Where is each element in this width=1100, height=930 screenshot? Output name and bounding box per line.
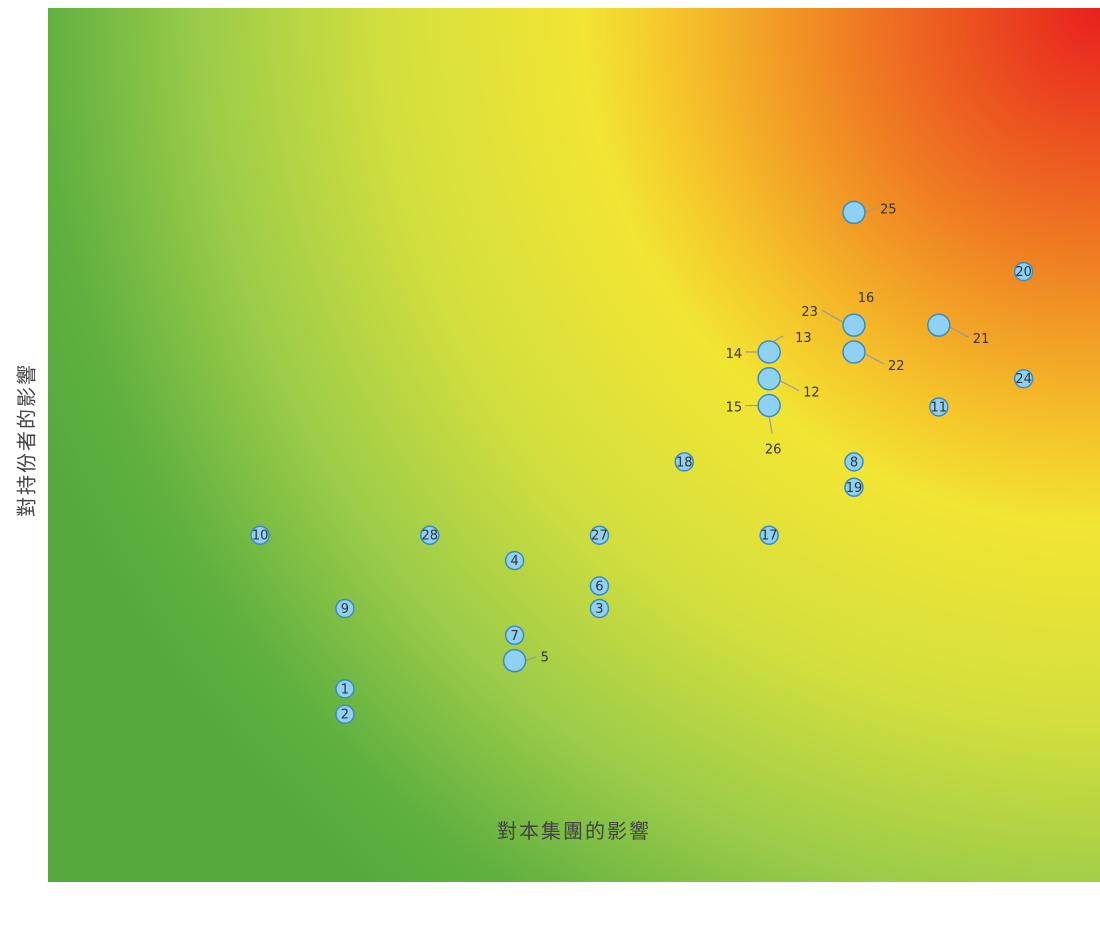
- point-label-19: 19: [846, 481, 863, 496]
- marker-4[interactable]: [504, 550, 525, 571]
- marker-2[interactable]: [335, 704, 355, 724]
- marker-10[interactable]: [250, 525, 270, 545]
- point-label-17: 17: [761, 529, 778, 544]
- point-label-4: 4: [510, 554, 518, 569]
- leader-23: [821, 309, 844, 323]
- point-label-6: 6: [595, 579, 603, 594]
- marker-25[interactable]: [842, 200, 866, 225]
- y-axis-label: 對持份者的影響: [14, 363, 39, 517]
- point-label-21: 21: [973, 332, 990, 347]
- leader-25: [864, 207, 877, 213]
- point-label-10: 10: [252, 529, 269, 544]
- point-label-2: 2: [341, 708, 349, 723]
- point-label-16: 16: [858, 291, 875, 306]
- point-label-20: 20: [1015, 265, 1032, 280]
- point-label-3: 3: [595, 602, 603, 617]
- point-label-1: 1: [341, 682, 349, 697]
- marker-9[interactable]: [335, 598, 355, 619]
- marker-3[interactable]: [589, 598, 610, 619]
- point-label-22: 22: [888, 359, 905, 374]
- marker-24[interactable]: [1013, 368, 1034, 389]
- point-label-7: 7: [510, 629, 518, 644]
- leader-21: [949, 326, 970, 338]
- leader-12: [779, 380, 800, 392]
- leader-5: [525, 656, 537, 662]
- leader-26: [768, 416, 773, 434]
- point-label-23: 23: [801, 305, 818, 320]
- point-label-26: 26: [765, 443, 782, 458]
- point-label-18: 18: [676, 455, 693, 470]
- marker-27[interactable]: [589, 525, 610, 545]
- leader-13: [773, 335, 784, 342]
- marker-1[interactable]: [335, 679, 355, 699]
- marker-5[interactable]: [502, 648, 527, 673]
- markers: [250, 200, 1034, 724]
- point-labels: 1234567891011121314151617181920212223242…: [252, 202, 1032, 722]
- marker-16[interactable]: [842, 313, 866, 337]
- marker-20[interactable]: [1013, 261, 1034, 282]
- marker-12[interactable]: [757, 366, 781, 391]
- marker-8[interactable]: [844, 452, 864, 472]
- point-label-28: 28: [422, 529, 439, 544]
- marker-17[interactable]: [759, 525, 779, 545]
- x-axis-label: 對本集團的影響: [497, 819, 651, 843]
- point-label-27: 27: [591, 529, 608, 544]
- leader-22: [864, 353, 885, 365]
- marker-15[interactable]: [757, 393, 781, 418]
- point-label-5: 5: [541, 651, 549, 666]
- marker-28[interactable]: [420, 525, 440, 545]
- point-label-25: 25: [880, 202, 897, 217]
- marker-21[interactable]: [927, 313, 951, 337]
- marker-7[interactable]: [504, 625, 525, 646]
- marker-22[interactable]: [842, 340, 866, 364]
- plot-background: [48, 8, 1100, 882]
- point-label-9: 9: [341, 602, 349, 617]
- marker-19[interactable]: [844, 477, 864, 498]
- marker-6[interactable]: [589, 576, 610, 596]
- point-label-14: 14: [726, 347, 743, 362]
- point-label-24: 24: [1015, 372, 1032, 387]
- marker-13[interactable]: [757, 340, 781, 364]
- marker-18[interactable]: [674, 452, 695, 472]
- point-label-15: 15: [726, 401, 743, 416]
- leader-lines: [525, 207, 970, 662]
- point-label-12: 12: [803, 386, 820, 401]
- y-axis-label-wrap: 對持份者的影響: [0, 0, 50, 880]
- marker-11[interactable]: [929, 397, 949, 417]
- point-label-13: 13: [795, 331, 812, 346]
- point-label-8: 8: [850, 455, 858, 470]
- point-label-11: 11: [931, 400, 948, 415]
